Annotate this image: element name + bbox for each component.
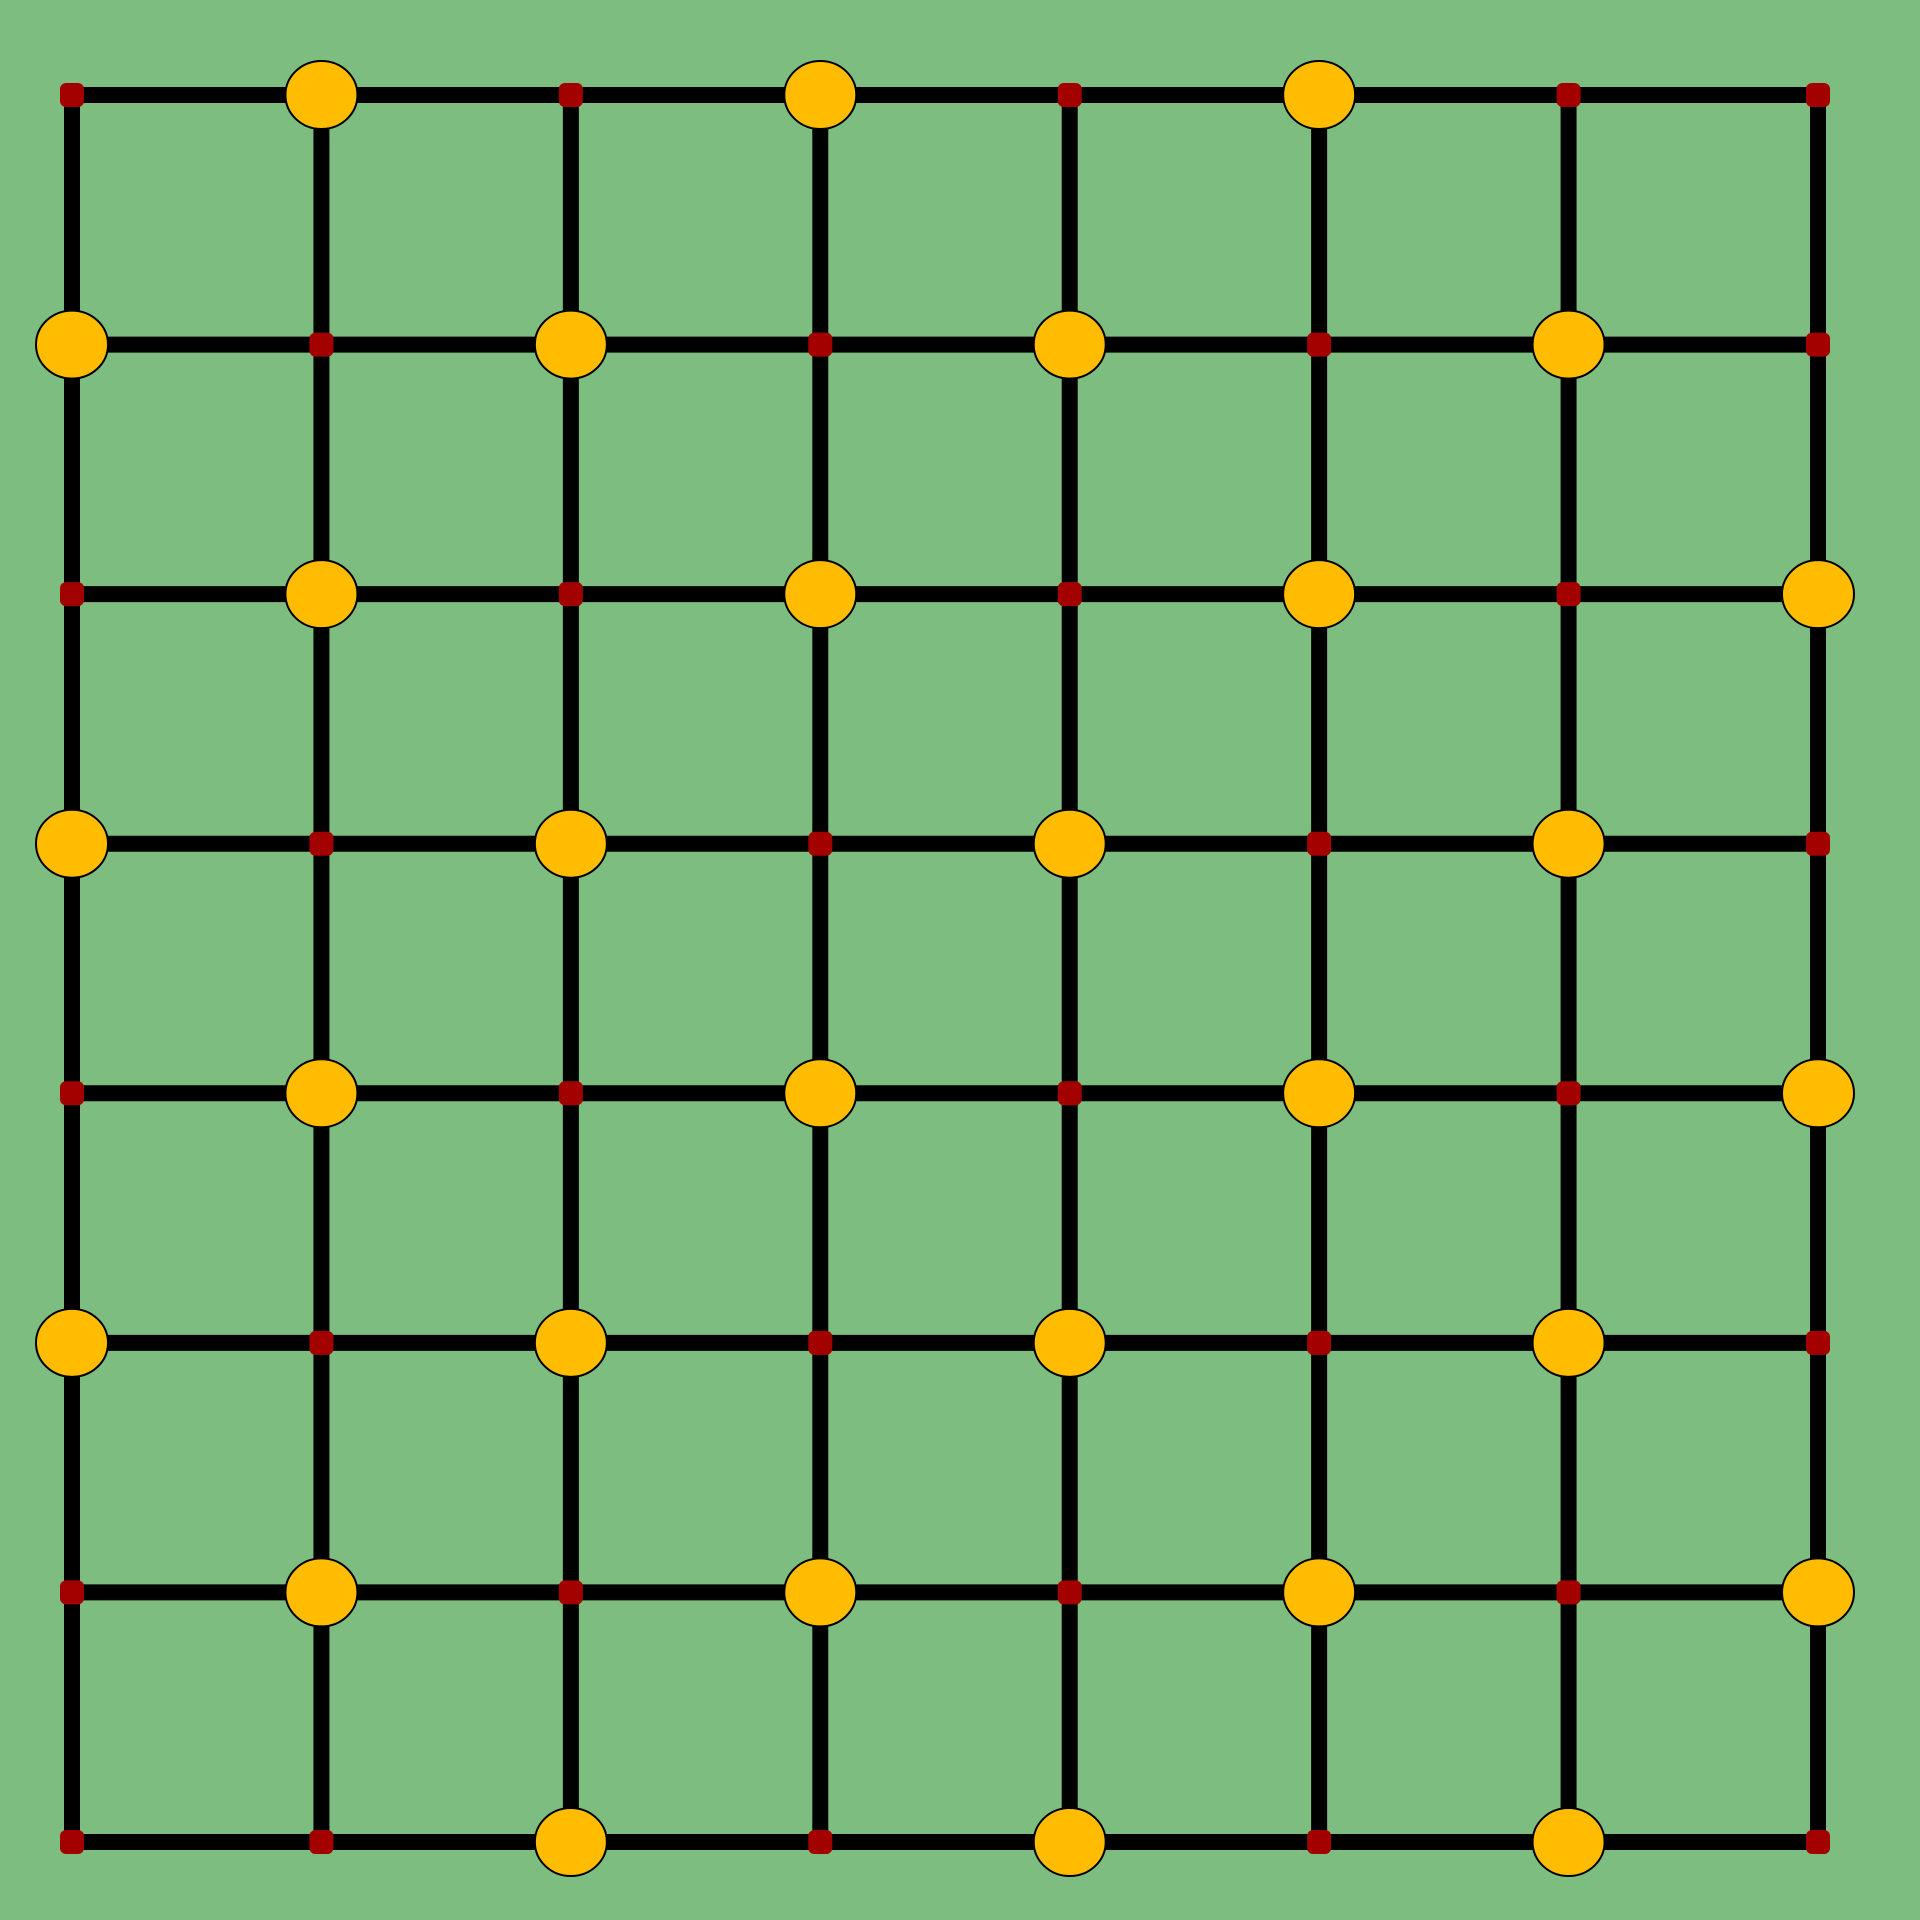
grid-intersection-point[interactable] xyxy=(558,83,583,107)
grid-intersection-point[interactable] xyxy=(309,831,334,856)
grid-intersection-point[interactable] xyxy=(60,83,84,107)
grid-intersection-point[interactable] xyxy=(60,582,84,607)
game-pieces xyxy=(35,60,1855,1877)
game-piece[interactable] xyxy=(783,60,858,130)
game-piece[interactable] xyxy=(533,1807,608,1877)
grid-intersection-point[interactable] xyxy=(309,1330,334,1355)
game-piece[interactable] xyxy=(783,1058,858,1129)
grid-intersection-point[interactable] xyxy=(1806,1330,1830,1355)
game-piece[interactable] xyxy=(533,808,608,879)
game-piece[interactable] xyxy=(1531,309,1606,380)
grid-intersection-point[interactable] xyxy=(309,332,334,357)
grid-intersection-point[interactable] xyxy=(1057,582,1082,607)
grid-intersection-point[interactable] xyxy=(558,1081,583,1106)
game-piece[interactable] xyxy=(1032,1807,1107,1877)
grid-intersection-point[interactable] xyxy=(60,1081,84,1106)
game-piece[interactable] xyxy=(1781,1557,1855,1628)
game-piece[interactable] xyxy=(1282,559,1357,630)
game-piece[interactable] xyxy=(783,559,858,630)
grid-intersection-point[interactable] xyxy=(1307,1330,1332,1355)
game-piece[interactable] xyxy=(1282,1557,1357,1628)
grid-intersection-point[interactable] xyxy=(1556,83,1581,107)
grid-intersection-point[interactable] xyxy=(1307,831,1332,856)
grid-intersection-point[interactable] xyxy=(808,1830,833,1854)
grid-intersection-point[interactable] xyxy=(1806,831,1830,856)
game-piece[interactable] xyxy=(1781,559,1855,630)
game-piece[interactable] xyxy=(35,309,109,380)
game-piece[interactable] xyxy=(1531,1807,1606,1877)
game-piece[interactable] xyxy=(783,1557,858,1628)
grid-intersection-point[interactable] xyxy=(808,1330,833,1355)
grid-intersection-point[interactable] xyxy=(808,332,833,357)
grid-intersection-point[interactable] xyxy=(60,1580,84,1605)
game-piece[interactable] xyxy=(1032,1307,1107,1378)
game-piece[interactable] xyxy=(1282,60,1357,130)
grid-intersection-point[interactable] xyxy=(309,1830,334,1854)
grid-intersection-point[interactable] xyxy=(1057,83,1082,107)
grid-intersection-point[interactable] xyxy=(1806,1830,1830,1854)
game-piece[interactable] xyxy=(284,1058,359,1129)
grid-intersection-point[interactable] xyxy=(1806,332,1830,357)
game-piece[interactable] xyxy=(1032,808,1107,879)
grid-intersection-point[interactable] xyxy=(1307,1830,1332,1854)
grid-intersection-point[interactable] xyxy=(60,1830,84,1854)
grid-intersection-point[interactable] xyxy=(558,582,583,607)
grid-intersection-point[interactable] xyxy=(558,1580,583,1605)
game-piece[interactable] xyxy=(533,309,608,380)
game-piece[interactable] xyxy=(1531,808,1606,879)
game-piece[interactable] xyxy=(1282,1058,1357,1129)
game-piece[interactable] xyxy=(35,808,109,879)
grid-intersection-point[interactable] xyxy=(1806,83,1830,107)
grid-intersection-point[interactable] xyxy=(1307,332,1332,357)
grid-intersection-point[interactable] xyxy=(1556,1081,1581,1106)
grid-intersection-point[interactable] xyxy=(1556,582,1581,607)
game-piece[interactable] xyxy=(284,559,359,630)
game-piece[interactable] xyxy=(284,60,359,130)
game-piece[interactable] xyxy=(1531,1307,1606,1378)
game-piece[interactable] xyxy=(1781,1058,1855,1129)
game-piece[interactable] xyxy=(35,1307,109,1378)
grid-lines xyxy=(64,87,1826,1850)
game-piece[interactable] xyxy=(284,1557,359,1628)
grid-intersection-point[interactable] xyxy=(808,831,833,856)
game-piece[interactable] xyxy=(533,1307,608,1378)
grid-intersection-point[interactable] xyxy=(1057,1081,1082,1106)
game-piece[interactable] xyxy=(1032,309,1107,380)
grid-intersection-point[interactable] xyxy=(1057,1580,1082,1605)
grid-intersection-point[interactable] xyxy=(1556,1580,1581,1605)
